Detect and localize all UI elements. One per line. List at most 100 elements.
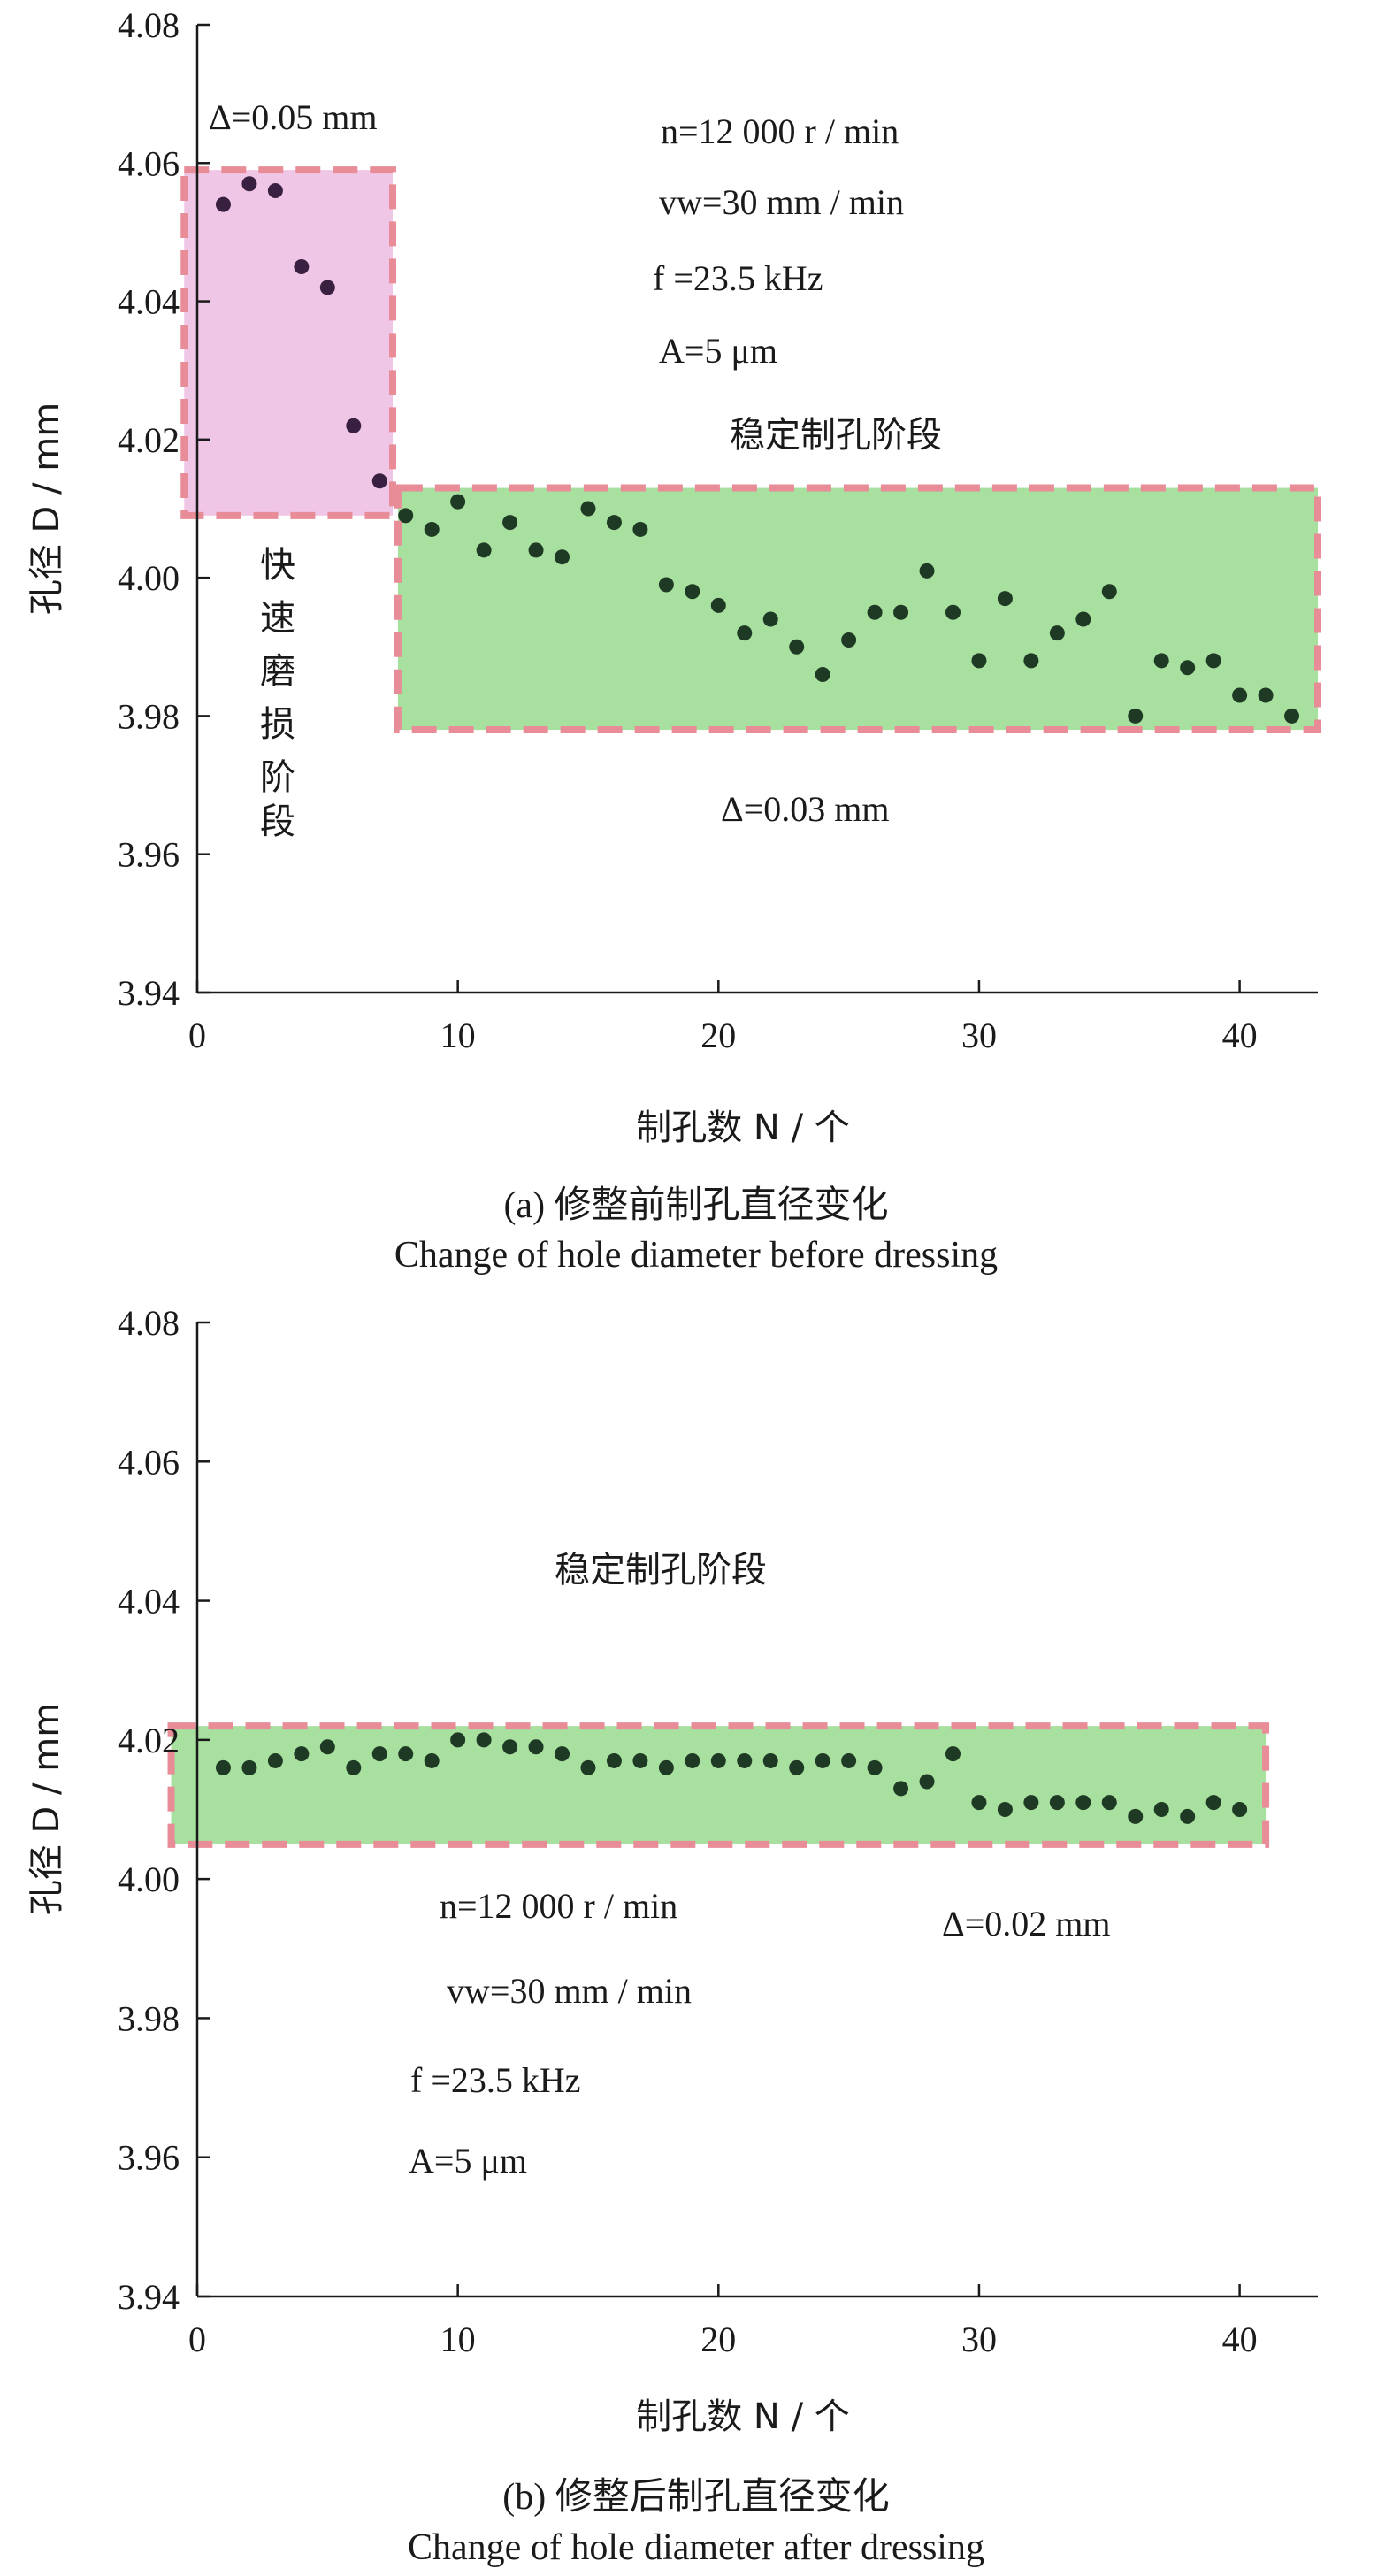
- b-data-point: [789, 1760, 805, 1775]
- b-param-spindle-speed: n=12 000 r / min: [440, 1886, 677, 1926]
- b-data-point: [606, 1752, 622, 1768]
- a-x-ticks: 0 10 20 30 40: [188, 980, 1258, 1055]
- a-data-point: [1284, 708, 1300, 724]
- b-data-point: [1205, 1795, 1221, 1811]
- a-data-point: [1101, 584, 1117, 600]
- b-x-tick-label: 0: [188, 2319, 206, 2359]
- b-data-point: [580, 1760, 596, 1775]
- a-fast-wear-label: 快 速 磨 损 阶 段: [260, 545, 295, 842]
- b-data-point: [971, 1795, 987, 1811]
- a-param-spindle-speed: n=12 000 r / min: [661, 111, 899, 151]
- a-shaded-region: [394, 484, 1322, 734]
- b-data-point: [997, 1802, 1013, 1817]
- a-data-point: [997, 591, 1013, 607]
- a-param-feed-rate: vw=30 mm / min: [659, 182, 904, 222]
- a-param-frequency: f =23.5 kHz: [653, 258, 823, 298]
- b-data-point: [685, 1752, 700, 1768]
- b-data-point: [867, 1760, 883, 1775]
- a-data-point: [1075, 611, 1091, 627]
- b-y-axis-label: 孔径 D / mm: [27, 1703, 67, 1915]
- b-regions: [167, 1722, 1270, 1848]
- a-x-tick-label: 10: [440, 1016, 476, 1055]
- a-data-point: [1023, 653, 1039, 669]
- a-x-tick-label: 40: [1222, 1016, 1258, 1055]
- a-data-point: [867, 604, 883, 620]
- b-data-point: [267, 1752, 283, 1768]
- a-data-point: [528, 542, 544, 558]
- a-data-point: [606, 515, 622, 531]
- a-stable-phase-label: 稳定制孔阶段: [730, 415, 942, 456]
- b-data-point: [528, 1739, 544, 1755]
- a-data-point: [1049, 625, 1065, 641]
- b-param-feed-rate: vw=30 mm / min: [447, 1971, 692, 2011]
- a-y-axis-label: 孔径 D / mm: [27, 402, 67, 615]
- panel-a: 3.94 3.96 3.98 4.00 4.02 4.04 4.06 4.08 0 10 20 30…: [27, 5, 1322, 1276]
- b-data-point: [1153, 1802, 1169, 1817]
- a-data-point: [241, 176, 257, 192]
- a-y-tick-label: 4.04: [118, 282, 180, 322]
- a-data-point: [893, 604, 909, 620]
- b-data-point: [424, 1752, 440, 1768]
- b-data-point: [632, 1752, 648, 1768]
- a-data-point: [1232, 687, 1248, 703]
- a-data-point: [762, 611, 778, 627]
- a-y-tick-label: 4.08: [118, 5, 180, 45]
- b-shaded-region: [167, 1722, 1270, 1848]
- a-data-point: [1128, 708, 1144, 724]
- b-param-frequency: f =23.5 kHz: [410, 2060, 581, 2100]
- b-data-point: [346, 1760, 362, 1775]
- b-y-tick-label: 4.00: [118, 1859, 180, 1899]
- a-data-point: [267, 183, 283, 199]
- b-y-ticks: 3.94 3.96 3.98 4.00 4.02 4.04 4.06 4.08: [118, 1303, 210, 2317]
- b-x-tick-label: 40: [1222, 2319, 1258, 2359]
- a-data-point: [294, 259, 310, 274]
- a-data-point: [502, 515, 518, 531]
- a-x-axis-label: 制孔数 N / 个: [636, 1108, 850, 1148]
- b-y-tick-label: 3.98: [118, 1998, 180, 2038]
- a-data-point: [580, 501, 596, 517]
- b-data-point: [502, 1739, 518, 1755]
- a-data-point: [450, 494, 466, 510]
- b-data-point: [476, 1732, 492, 1748]
- b-data-point: [1075, 1795, 1091, 1811]
- b-data-point: [371, 1746, 387, 1762]
- a-fast-wear-char: 损: [260, 704, 295, 745]
- b-x-axis-label: 制孔数 N / 个: [636, 2396, 850, 2437]
- a-data-point: [710, 597, 726, 613]
- a-fast-wear-char: 段: [260, 801, 295, 842]
- a-data-point: [658, 577, 674, 593]
- b-caption-en: Change of hole diameter after dressing: [408, 2527, 984, 2568]
- a-data-point: [555, 549, 570, 565]
- a-y-tick-label: 3.98: [118, 696, 180, 736]
- b-data-point: [1101, 1795, 1117, 1811]
- a-y-tick-label: 3.94: [118, 973, 180, 1013]
- b-data-point: [294, 1746, 310, 1762]
- a-caption-en: Change of hole diameter before dressing: [394, 1235, 998, 1276]
- b-data-point: [1128, 1808, 1144, 1824]
- a-fast-wear-char: 速: [260, 598, 295, 639]
- a-shaded-region: [180, 166, 396, 519]
- a-data-point: [919, 563, 935, 579]
- b-stable-phase-label: 稳定制孔阶段: [555, 1550, 767, 1591]
- a-data-point: [815, 667, 830, 683]
- b-x-tick-label: 20: [700, 2319, 736, 2359]
- b-data-point: [241, 1760, 257, 1775]
- a-fast-wear-char: 磨: [260, 651, 295, 692]
- a-data-point: [319, 280, 335, 295]
- b-data-point: [555, 1746, 570, 1762]
- a-data-point: [424, 521, 440, 537]
- a-y-tick-label: 4.00: [118, 558, 180, 598]
- a-regions: [180, 166, 1322, 734]
- a-data-point: [1180, 660, 1196, 676]
- b-y-tick-label: 3.94: [118, 2277, 180, 2317]
- b-data-point: [841, 1752, 857, 1768]
- b-y-tick-label: 4.08: [118, 1303, 180, 1343]
- a-y-ticks: 3.94 3.96 3.98 4.00 4.02 4.04 4.06 4.08: [118, 5, 210, 1013]
- a-data-point: [398, 508, 414, 524]
- b-y-tick-label: 4.04: [118, 1582, 180, 1622]
- b-x-tick-label: 30: [961, 2319, 997, 2359]
- b-data-point: [762, 1752, 778, 1768]
- a-y-tick-label: 4.02: [118, 420, 180, 460]
- b-range-stable-label: Δ=0.02 mm: [942, 1904, 1111, 1944]
